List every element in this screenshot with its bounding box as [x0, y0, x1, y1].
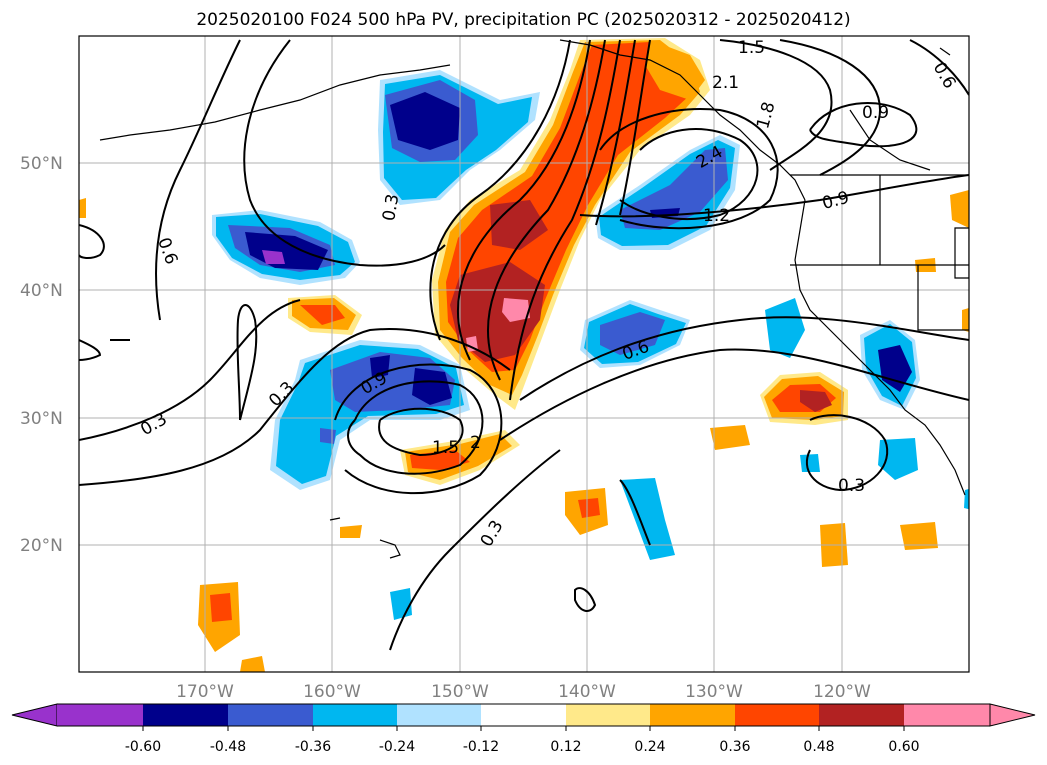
lon-label-150w: 150°W — [431, 682, 489, 702]
positive-small-d — [900, 522, 938, 550]
positive-small-e2 — [210, 593, 232, 622]
colorbar-tick-3: -0.36 — [295, 739, 331, 755]
pv-contours — [79, 39, 969, 651]
lat-label-50n: 50°N — [20, 154, 63, 174]
positive-small-f — [240, 656, 265, 672]
colorbar-outline — [57, 703, 990, 727]
negative-bc-mid — [620, 148, 728, 230]
colorbar-tick-7: 0.24 — [634, 739, 665, 755]
negative-small-2 — [620, 478, 675, 560]
colorbar-segment-11 — [904, 704, 990, 726]
figure-title: 2025020100 F024 500 hPa PV, precipitatio… — [196, 10, 851, 30]
positive-small-h — [950, 190, 969, 228]
colorbar-tick-5: -0.12 — [463, 739, 499, 755]
latitude-labels: 50°N 40°N 30°N 20°N — [20, 154, 63, 556]
positive-anomaly-peak — [502, 298, 530, 322]
lat-label-40n: 40°N — [20, 281, 63, 301]
colorbar-tick-8: 0.36 — [719, 739, 750, 755]
colorbar-arrow-right — [989, 703, 1036, 727]
lon-label-170w: 170°W — [176, 682, 234, 702]
lon-label-140w: 140°W — [558, 682, 616, 702]
colorbar-tick-9: 0.48 — [803, 739, 834, 755]
coastlines — [99, 39, 969, 559]
positive-coastal-ca-d — [800, 390, 832, 412]
colorbar-segment-2 — [143, 704, 228, 726]
lon-label-120w: 120°W — [813, 682, 871, 702]
colorbar-segment-7 — [566, 704, 650, 726]
lon-label-130w: 130°W — [685, 682, 743, 702]
contour-label-9: 0.3 — [379, 192, 403, 222]
negative-calif-2 — [765, 298, 805, 358]
colorbar-segment-9 — [735, 704, 819, 726]
contour-label-7: 1.2 — [703, 206, 730, 226]
positive-small-b2 — [578, 498, 600, 518]
colorbar-segment-8 — [650, 704, 735, 726]
positive-west-1c — [300, 305, 345, 325]
lon-label-160w: 160°W — [303, 682, 361, 702]
negative-midpac-mid — [600, 312, 665, 355]
colorbar-segment-4 — [313, 704, 397, 726]
colorbar-segment-10 — [819, 704, 904, 726]
negative-central-dot — [320, 428, 336, 444]
lat-label-30n: 30°N — [20, 409, 63, 429]
colorbar-tick-6: 0.12 — [550, 739, 581, 755]
contour-label-17: 0.3 — [838, 476, 865, 496]
colorbar-tick-2: -0.48 — [210, 739, 246, 755]
contour-label-2: 2.1 — [712, 73, 739, 93]
colorbar-arrow-left — [11, 703, 58, 727]
negative-west-peak — [262, 250, 285, 264]
contour-label-14: 1.5 — [432, 438, 459, 458]
gridlines — [79, 36, 969, 672]
negative-small-4 — [964, 488, 969, 510]
contour-label-15: 2 — [470, 433, 481, 453]
colorbar-ticks — [142, 726, 905, 731]
colorbar-segment-6 — [481, 704, 566, 726]
contour-label-1: 1.5 — [738, 38, 765, 58]
positive-small-g — [340, 525, 362, 538]
colorbar-segment-3 — [228, 704, 313, 726]
colorbar-segment-5 — [397, 704, 481, 726]
colorbar-tick-10: 0.60 — [888, 739, 919, 755]
positive-small-a — [710, 425, 750, 450]
negative-small-1 — [800, 454, 820, 472]
colorbar-tick-1: -0.60 — [125, 739, 161, 755]
map-frame — [78, 35, 970, 673]
negative-gulf-core — [390, 92, 460, 150]
colorbar-tick-4: -0.24 — [379, 739, 415, 755]
precipitation-shading — [79, 38, 969, 672]
contour-label-5: 0.9 — [862, 103, 889, 123]
positive-small-k — [962, 308, 969, 332]
negative-calif-core — [878, 345, 912, 392]
lat-label-20n: 20°N — [20, 536, 63, 556]
colorbar-segment-1 — [57, 704, 143, 726]
longitude-labels: 170°W 160°W 150°W 140°W 130°W 120°W — [176, 682, 871, 702]
colorbar: -0.60 -0.48 -0.36 -0.24 -0.12 0.12 0.24 … — [11, 703, 1036, 755]
positive-small-j — [79, 198, 86, 218]
negative-central-core — [370, 355, 452, 405]
